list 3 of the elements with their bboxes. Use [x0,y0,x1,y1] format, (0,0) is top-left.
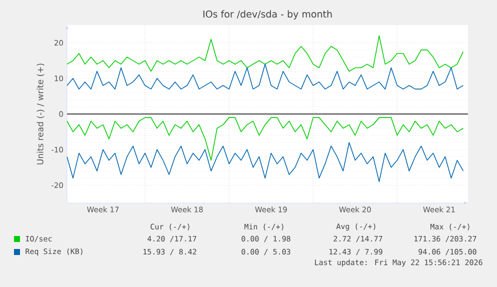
y-axis-title: Units read (-) / write (+) [36,64,44,164]
chart-title: IOs for /dev/sda - by month [203,10,332,20]
line-series [66,142,464,182]
